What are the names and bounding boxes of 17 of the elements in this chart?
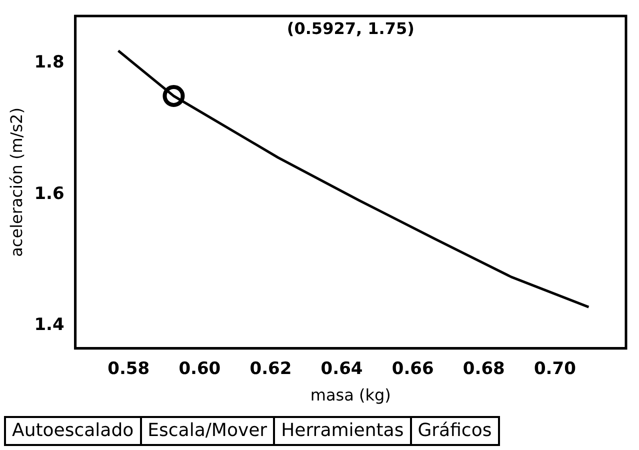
text: Autoescalado: [4, 416, 142, 446]
text: Escala/Mover: [140, 416, 276, 446]
y-tick-label: 1.4: [34, 314, 64, 335]
x-axis-title: masa (kg): [310, 386, 391, 405]
x-tick-label: 0.64: [320, 359, 363, 380]
x-tick-label: 0.60: [178, 359, 221, 380]
x-tick-label: 0.58: [108, 359, 150, 380]
y-tick-label: 1.8: [34, 52, 64, 73]
text: Herramientas: [273, 416, 412, 446]
text: Gráficos: [410, 416, 500, 446]
y-axis-title: aceleración (m/s2): [6, 108, 26, 257]
annotation: (0.5927, 1.75): [286, 19, 414, 38]
y-tick-label: 1.6: [34, 184, 64, 204]
x-tick-label: 0.68: [462, 359, 505, 380]
x-tick-label: 0.62: [250, 359, 292, 380]
x-tick-label: 0.66: [392, 359, 434, 380]
x-tick-label: 0.70: [534, 359, 576, 380]
